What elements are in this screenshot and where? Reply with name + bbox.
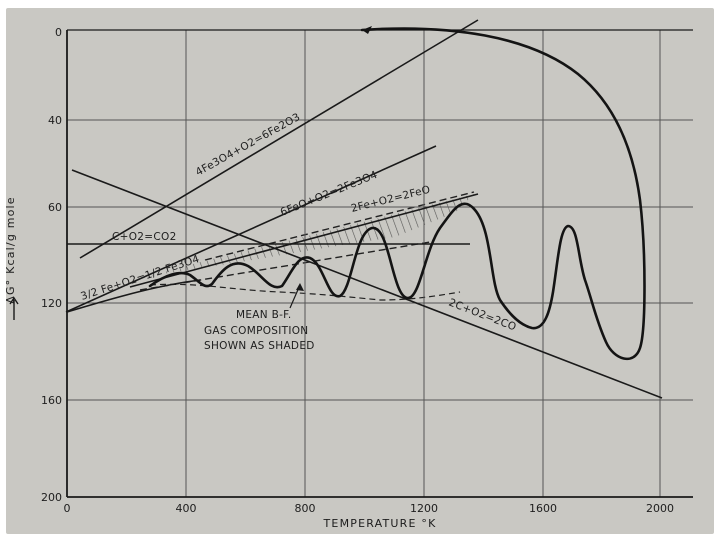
reaction-lines	[65, 19, 663, 399]
x-tick-label: 0	[64, 502, 71, 515]
annotation-line-3: SHOWN AS SHADED	[204, 340, 315, 352]
curve-arrow	[362, 26, 372, 34]
line-fe-feo	[129, 193, 479, 288]
x-axis-title: TEMPERATURE °K	[323, 517, 437, 530]
x-tick-label: 2000	[646, 502, 674, 515]
x-tick-label: 800	[295, 502, 316, 515]
x-tick-labels: 0 400 800 1200 1600 2000	[64, 502, 675, 515]
label-fe-fe3o4: 3/2 Fe+O2=1/2 Fe3O4	[79, 253, 201, 303]
x-tick-label: 1200	[410, 502, 438, 515]
band-dashed-upper	[204, 191, 475, 261]
line-feo-fe3o4	[65, 145, 437, 313]
line-fe3o4-fe2o3	[79, 19, 479, 259]
line-c-co	[71, 169, 663, 399]
scanned-page	[6, 8, 714, 534]
label-fe3o4-fe2o3: 4Fe3O4+O2=6Fe2O3	[194, 111, 303, 179]
x-tick-label: 1600	[529, 502, 557, 515]
x-tick-label: 400	[176, 502, 197, 515]
y-axis-title: ΔG° Kcal/g mole	[4, 196, 17, 304]
y-tick-label: 160	[41, 394, 62, 407]
y-tick-label: 40	[48, 114, 62, 127]
y-tick-labels: 0 40 60 120 160 200	[41, 26, 62, 504]
label-c-co2: C+O2=CO2	[112, 231, 177, 243]
band-lower-boundary	[149, 283, 461, 301]
shaded-annotation: MEAN B-F. GAS COMPOSITION SHOWN AS SHADE…	[204, 283, 315, 352]
band-fill	[150, 194, 474, 276]
grid	[67, 30, 693, 497]
y-tick-label: 60	[48, 201, 62, 214]
annotation-arrow-icon	[296, 283, 304, 291]
y-axis-arrow-icon	[9, 296, 19, 320]
annotation-line-1: MEAN B-F.	[236, 309, 291, 321]
axes	[66, 29, 693, 498]
line-fe-fe3o4	[66, 279, 201, 313]
gas-composition-curve	[148, 27, 646, 361]
y-tick-label: 0	[55, 26, 62, 39]
annotation-line-2: GAS COMPOSITION	[204, 325, 308, 337]
y-tick-label: 120	[41, 297, 62, 310]
y-tick-label: 200	[41, 491, 62, 504]
